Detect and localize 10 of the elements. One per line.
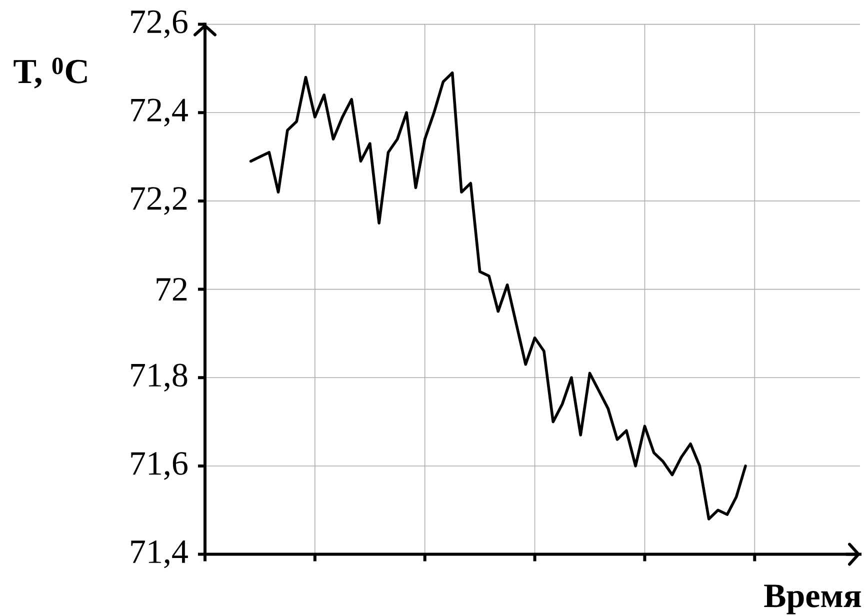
y-tick-label: 72,6 bbox=[131, 10, 188, 38]
y-tick-label: 71,8 bbox=[131, 364, 188, 392]
y-axis-title: T, $^{0}$C bbox=[14, 58, 87, 88]
line-series bbox=[249, 71, 747, 520]
y-tick-label: 71,6 bbox=[131, 452, 188, 480]
y-tick-label: 71,4 bbox=[131, 540, 188, 568]
y-tick-label: 72 bbox=[156, 278, 187, 301]
y-tick-label: 72,4 bbox=[131, 98, 188, 126]
y-tick-label: 72,2 bbox=[131, 187, 187, 215]
x-axis-title: Время bbox=[764, 584, 861, 614]
